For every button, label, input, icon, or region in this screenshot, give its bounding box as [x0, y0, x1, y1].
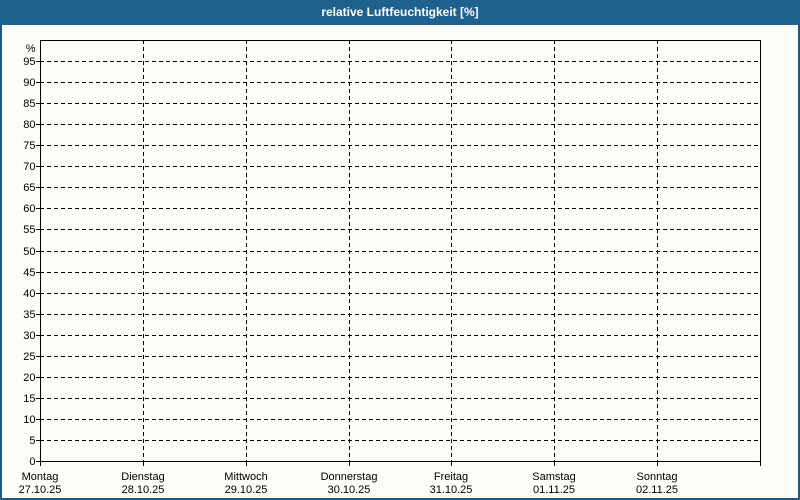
y-axis-unit-label: % [26, 43, 36, 55]
y-tick-label: 80 [23, 119, 35, 131]
y-tick-label: 70 [23, 161, 35, 173]
y-tick-label: 90 [23, 77, 35, 89]
y-tick-label: 75 [23, 140, 35, 152]
y-tick-label: 15 [23, 393, 35, 405]
humidity-chart: 0 5 10 15 20 25 30 35 40 45 50 55 60 65 70 75 80 85 90 95% M… [19, 40, 761, 496]
x-day-label: Freitag [434, 471, 468, 483]
y-tick-label: 65 [23, 182, 35, 194]
plot-border [40, 40, 761, 462]
y-tick-label: 25 [23, 351, 35, 363]
x-date-label: 27.10.25 [19, 484, 62, 496]
x-date-label: 28.10.25 [122, 484, 165, 496]
x-day-label: Samstag [532, 471, 575, 483]
y-tick-label: 95 [23, 56, 35, 68]
y-tick-label: 35 [23, 309, 35, 321]
y-tick-label: 50 [23, 246, 35, 258]
x-date-label: 29.10.25 [225, 484, 268, 496]
y-tick-label: 60 [23, 203, 35, 215]
x-date-label: 01.11.25 [533, 484, 575, 496]
y-tick-label: 40 [23, 288, 35, 300]
x-date-label: 31.10.25 [430, 484, 473, 496]
y-tick-label: 20 [23, 372, 35, 384]
x-date-label: 02.11.25 [636, 484, 678, 496]
x-date-label: 30.10.25 [328, 484, 371, 496]
x-day-label: Dienstag [121, 471, 164, 483]
y-tick-label: 45 [23, 267, 35, 279]
y-tick-label: 85 [23, 98, 35, 110]
x-day-label: Donnerstag [321, 471, 378, 483]
x-day-label: Sonntag [637, 471, 678, 483]
y-tick-label: 5 [29, 435, 35, 447]
page-title: relative Luftfeuchtigkeit [%] [321, 5, 479, 19]
y-tick-label: 10 [23, 414, 35, 426]
x-day-label: Montag [22, 471, 59, 483]
y-tick-label: 0 [29, 456, 35, 468]
y-tick-label: 55 [23, 224, 35, 236]
x-day-label: Mittwoch [224, 471, 267, 483]
window-title-bar: relative Luftfeuchtigkeit [%] [0, 0, 800, 25]
y-tick-label: 30 [23, 330, 35, 342]
